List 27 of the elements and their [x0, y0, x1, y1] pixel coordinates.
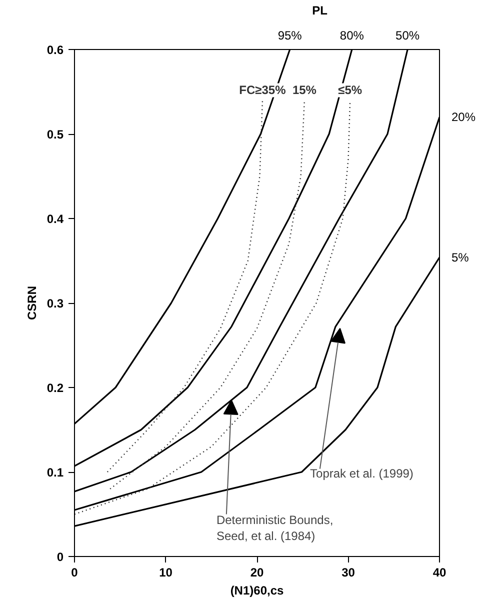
x-tick-label: 10 [159, 566, 173, 580]
x-tick-label: 30 [342, 566, 356, 580]
annotation: Deterministic Bounds, Seed, et al. (1984) [216, 513, 334, 544]
legend-title: PL [312, 4, 328, 18]
y-tick-label: 0.2 [46, 381, 64, 395]
x-tick-label: 40 [432, 566, 446, 580]
annotation: Toprak et al. (1999) [310, 466, 414, 480]
y-axis-title: CSRN [24, 286, 39, 320]
y-tick-label: 0.6 [46, 43, 64, 57]
series-label: 80% [340, 28, 364, 42]
series-label: 20% [452, 110, 476, 124]
series-label: 50% [396, 28, 420, 42]
series-label: ≤5% [338, 83, 362, 98]
x-tick-label: 20 [250, 566, 264, 580]
y-tick-label: 0 [56, 550, 64, 564]
y-tick-label: 0.4 [46, 212, 64, 226]
series-label: 5% [452, 250, 470, 264]
y-tick-label: 0.3 [46, 296, 64, 310]
line-series [106, 100, 264, 473]
line-series [109, 100, 306, 490]
series-label: FC≥35% [239, 83, 286, 98]
series-label: 15% [292, 83, 317, 98]
y-tick-label: 0.5 [46, 128, 64, 142]
x-tick-label: 0 [71, 566, 78, 580]
x-axis-title: (N1)60,cs [230, 584, 284, 598]
y-tick-label: 0.1 [46, 466, 64, 480]
series-label: 95% [278, 28, 302, 42]
